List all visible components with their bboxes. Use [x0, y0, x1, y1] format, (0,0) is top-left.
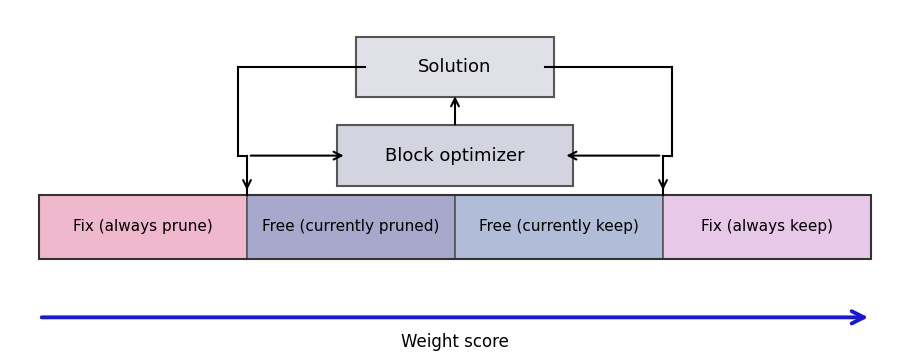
- FancyBboxPatch shape: [356, 36, 554, 97]
- Text: Fix (always keep): Fix (always keep): [701, 219, 833, 234]
- FancyBboxPatch shape: [663, 195, 871, 259]
- Text: Free (currently keep): Free (currently keep): [479, 219, 639, 234]
- FancyBboxPatch shape: [338, 125, 572, 186]
- FancyBboxPatch shape: [39, 195, 247, 259]
- Text: Weight score: Weight score: [401, 333, 509, 351]
- Text: Block optimizer: Block optimizer: [385, 147, 525, 165]
- FancyBboxPatch shape: [455, 195, 663, 259]
- Text: Free (currently pruned): Free (currently pruned): [262, 219, 440, 234]
- Text: Fix (always prune): Fix (always prune): [73, 219, 213, 234]
- FancyBboxPatch shape: [247, 195, 455, 259]
- Text: Solution: Solution: [419, 58, 491, 76]
